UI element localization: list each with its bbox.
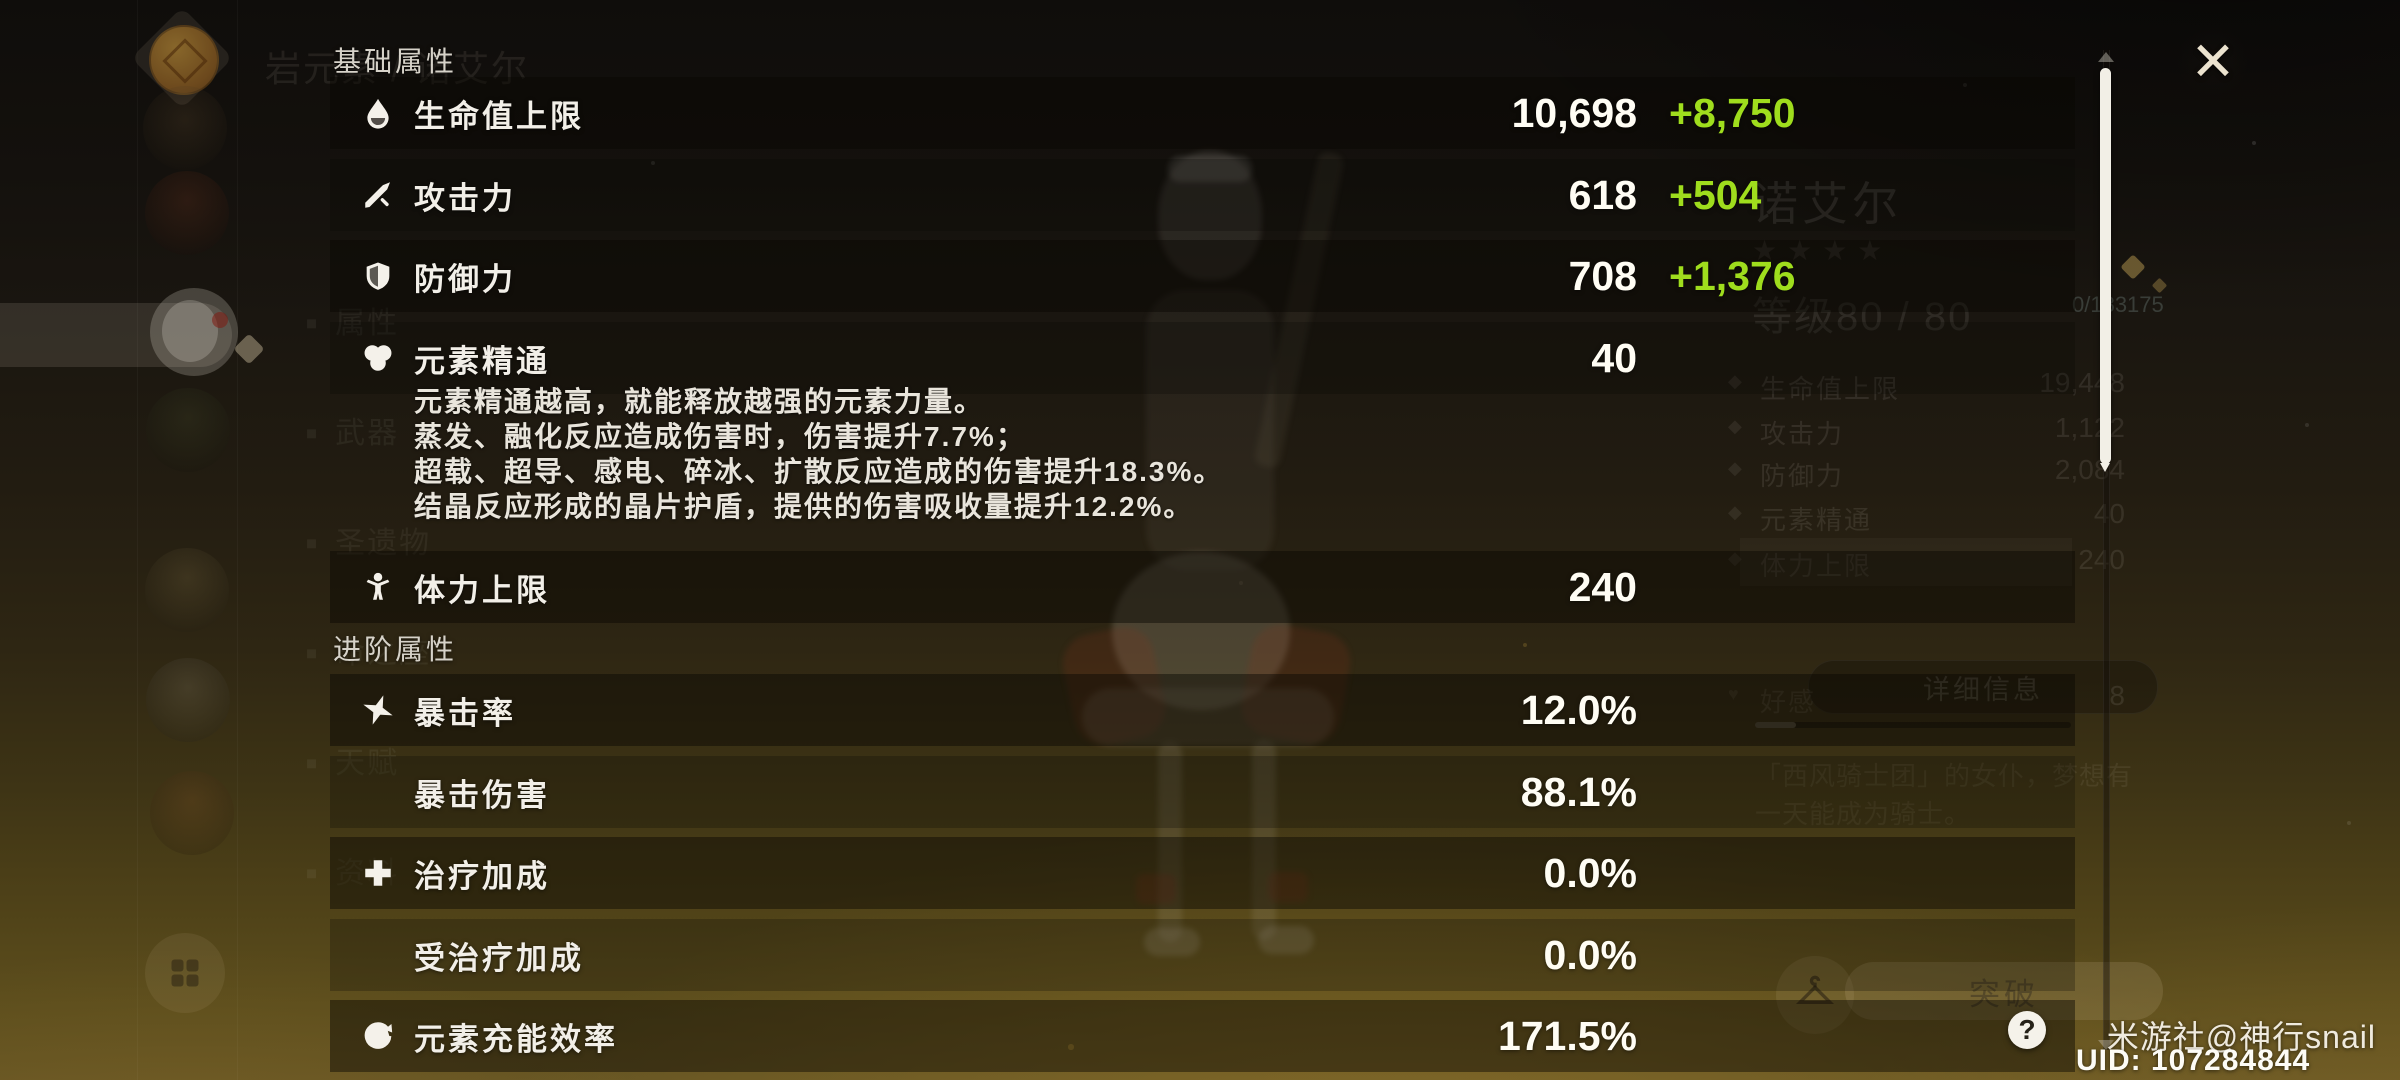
- bonus-value: +1,376: [1669, 252, 1796, 299]
- geo-element-emblem-icon: [128, 6, 236, 118]
- rarity-stars: ★★★★: [1752, 235, 1893, 266]
- avatar-character-3[interactable]: [146, 388, 230, 472]
- character-name: 诺艾尔: [1752, 178, 1902, 230]
- avatar-character-2[interactable]: [145, 171, 229, 255]
- bg-menu-constellation: ◆ 命之座: [301, 637, 432, 670]
- sparkle-icon: [2151, 277, 2168, 294]
- bonus-value: +8,750: [1669, 89, 1796, 136]
- bg-menu-attributes: ◆ 属性: [301, 307, 400, 340]
- stat-row-incoming-healing-bonus: 受治疗加成 0.0%: [330, 919, 2075, 991]
- scrollbar-down-arrow-icon[interactable]: [2098, 1040, 2114, 1050]
- stat-icon: ◆: [1728, 502, 1742, 522]
- sidebar-divider: [237, 0, 238, 1080]
- bg-stat-row: ◆ 元素精通 40: [1728, 498, 2125, 535]
- dust-specks: [0, 0, 2, 2]
- stat-icon: ◆: [1728, 371, 1742, 391]
- character-level: 等级80 / 80: [1752, 295, 1973, 339]
- sparkle-icon: [233, 333, 265, 365]
- stat-row-max-stamina: 体力上限 240: [330, 551, 2075, 623]
- ascend-button[interactable]: 突破: [1845, 962, 2163, 1020]
- hp-drop-icon: [360, 95, 396, 131]
- stat-row-healing-bonus: 治疗加成 0.0%: [330, 837, 2075, 909]
- close-button[interactable]: ✕: [2178, 26, 2248, 96]
- background-page-title: 岩元素 / 诺艾尔: [265, 48, 530, 89]
- sparkle-icon: [2120, 254, 2146, 280]
- clover-icon: [360, 340, 396, 376]
- basic-attributes-header: 基础属性: [333, 46, 458, 77]
- stat-row-elemental-mastery: 元素精通 40: [330, 322, 2075, 394]
- watermark: 米游社@神行snail: [2106, 1019, 2376, 1055]
- person-icon: [360, 569, 396, 605]
- advanced-attributes-header: 进阶属性: [333, 634, 458, 665]
- scrollbar-up-arrow-icon[interactable]: [2098, 52, 2114, 62]
- avatar-noelle-hair: [162, 300, 218, 362]
- bg-stat-row: ◆ 攻击力 1,122: [1728, 412, 2125, 449]
- friendship-row: ♥ 好感 8: [1728, 680, 2125, 717]
- character-exp: 0/183175: [2072, 292, 2164, 317]
- stat-row-atk: 攻击力 618 +504: [330, 159, 2075, 231]
- stat-row-crit-dmg: 暴击伤害 88.1%: [330, 756, 2075, 828]
- stat-row-def: 防御力 708 +1,376: [330, 240, 2075, 312]
- stat-icon: ◆: [1728, 416, 1742, 436]
- party-menu-button[interactable]: [145, 933, 225, 1013]
- outfit-button[interactable]: [1776, 956, 1854, 1034]
- recharge-icon: [360, 1018, 396, 1054]
- bg-menu-talents: ◆ 天赋: [301, 747, 400, 780]
- friendship-progress-bar: [1755, 722, 2071, 728]
- bg-menu-artifacts: ◆ 圣遗物: [301, 527, 432, 560]
- stat-icon: ◆: [1728, 548, 1742, 568]
- selected-character-highlight: [0, 303, 232, 367]
- sword-icon: [360, 177, 396, 213]
- attributes-panel: 基础属性 生命值上限 10,698 +8,750 攻击力 618 +504 防御…: [330, 0, 2075, 1080]
- avatar-character-4[interactable]: [145, 548, 229, 632]
- details-button[interactable]: 详细信息: [1808, 660, 2158, 714]
- avatar-character-5[interactable]: [146, 658, 230, 742]
- uid-label: UID: 107284844: [2076, 1044, 2311, 1077]
- help-button[interactable]: ?: [2008, 1011, 2046, 1049]
- avatar-noelle-rose: [212, 312, 228, 328]
- heart-icon: ♥: [1728, 684, 1739, 704]
- bg-menu-weapon: ◆ 武器: [301, 417, 400, 450]
- bg-stat-row: ◆ 体力上限 240: [1728, 544, 2125, 581]
- hanger-icon: [1795, 975, 1835, 1004]
- avatar-character-6[interactable]: [150, 771, 234, 855]
- stat-row-max-hp: 生命值上限 10,698 +8,750: [330, 77, 2075, 149]
- sidebar-divider: [137, 0, 138, 1080]
- shield-icon: [360, 258, 396, 294]
- stat-row-energy-recharge: 元素充能效率 171.5%: [330, 1000, 2075, 1072]
- crit-star-icon: [360, 692, 396, 728]
- avatar-character-1[interactable]: [143, 86, 227, 170]
- grid-icon: [171, 959, 199, 987]
- question-mark-icon: ?: [2018, 1014, 2036, 1045]
- character-intro-line: 「西风骑士团」的女仆，梦想有: [1755, 761, 2134, 791]
- scrollbar-thumb[interactable]: [2100, 68, 2111, 472]
- scrollbar-track[interactable]: [2103, 50, 2110, 1050]
- stat-icon: ◆: [1728, 458, 1742, 478]
- close-icon: ✕: [2190, 31, 2236, 92]
- elemental-mastery-description: 元素精通越高，就能释放越强的元素力量。 蒸发、融化反应造成伤害时，伤害提升7.7…: [414, 386, 1224, 522]
- stat-row-crit-rate: 暴击率 12.0%: [330, 674, 2075, 746]
- bonus-value: +504: [1669, 171, 1762, 218]
- character-intro-line: 一天能成为骑士。: [1755, 799, 1972, 829]
- avatar-noelle[interactable]: [150, 288, 238, 376]
- plus-icon: [360, 855, 396, 891]
- friendship-progress-fill: [1755, 722, 1797, 728]
- bg-stat-row: ◆ 防御力 2,084: [1728, 454, 2125, 491]
